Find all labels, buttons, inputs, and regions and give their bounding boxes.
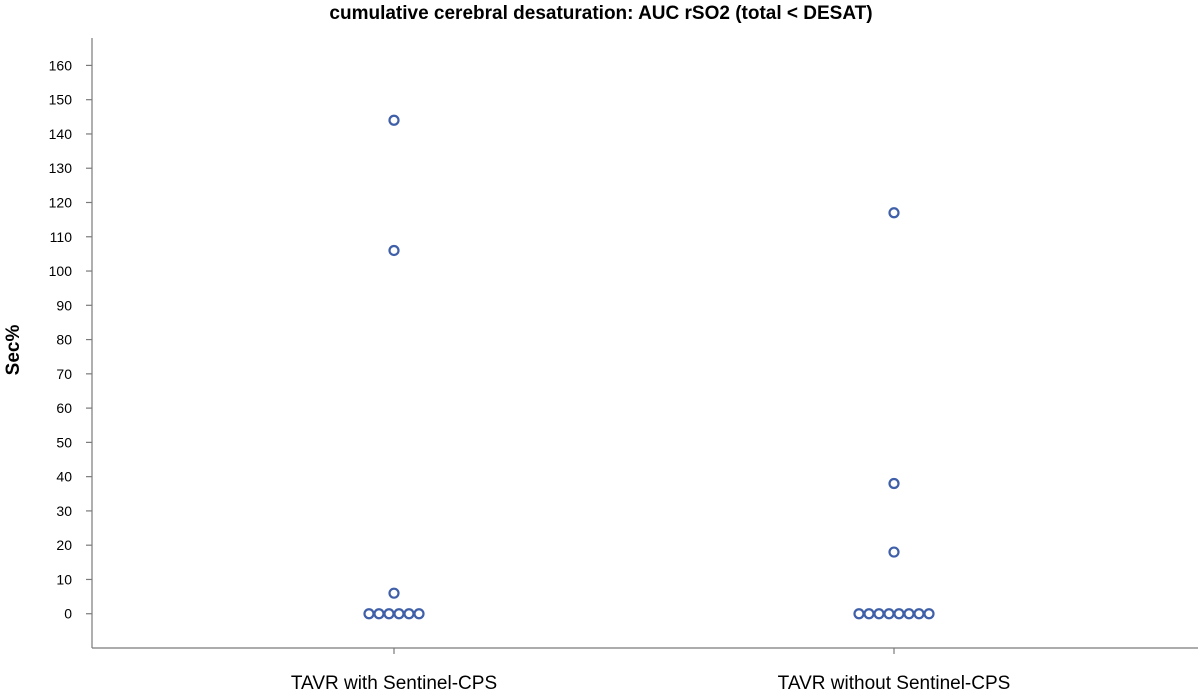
y-tick-label: 30 <box>56 503 72 519</box>
y-tick-label: 140 <box>49 126 73 142</box>
y-tick-label: 0 <box>64 606 72 622</box>
y-tick-label: 70 <box>56 366 72 382</box>
y-tick-label: 120 <box>49 194 73 210</box>
y-tick-label: 150 <box>49 92 73 108</box>
data-point <box>413 608 425 620</box>
y-tick-label: 60 <box>56 400 72 416</box>
data-point <box>888 477 900 490</box>
y-axis-label: Sec% <box>3 325 24 376</box>
y-tick-label: 40 <box>56 469 72 485</box>
data-point <box>888 207 900 219</box>
data-point <box>853 608 865 620</box>
data-point <box>393 608 405 620</box>
data-points <box>363 114 935 620</box>
x-tick-label: TAVR without Sentinel-CPS <box>778 673 1011 694</box>
y-tick-label: 100 <box>49 263 73 279</box>
y-tick-label: 80 <box>56 332 72 348</box>
y-tick-label: 20 <box>56 537 72 553</box>
data-point <box>863 608 875 620</box>
y-axis-ticks: 0 10 20 30 40 50 60 70 80 90 100 110 120 130 140 150 160 <box>49 57 92 622</box>
y-tick-label: 160 <box>49 57 73 73</box>
data-point <box>893 608 905 620</box>
y-tick-label: 130 <box>49 160 73 176</box>
y-tick-label: 110 <box>50 229 73 245</box>
x-axis-ticks: TAVR with Sentinel-CPS TAVR without Senti… <box>291 648 1010 694</box>
axes <box>91 38 1198 649</box>
y-tick-label: 10 <box>56 571 72 587</box>
data-point <box>913 608 925 620</box>
data-point <box>403 608 415 620</box>
data-point <box>883 608 895 620</box>
data-point <box>388 587 400 599</box>
y-tick-label: 90 <box>56 297 72 313</box>
data-point <box>888 546 900 558</box>
data-point <box>373 608 385 620</box>
chart-title: cumulative cerebral desaturation: AUC rS… <box>329 3 872 24</box>
y-tick-label: 50 <box>56 434 72 450</box>
data-point <box>363 608 375 620</box>
data-point <box>903 608 915 620</box>
data-point <box>383 608 395 620</box>
data-point <box>873 608 885 620</box>
data-point <box>388 244 400 257</box>
data-point <box>923 608 935 620</box>
data-point <box>388 114 400 126</box>
x-tick-label: TAVR with Sentinel-CPS <box>291 673 497 694</box>
